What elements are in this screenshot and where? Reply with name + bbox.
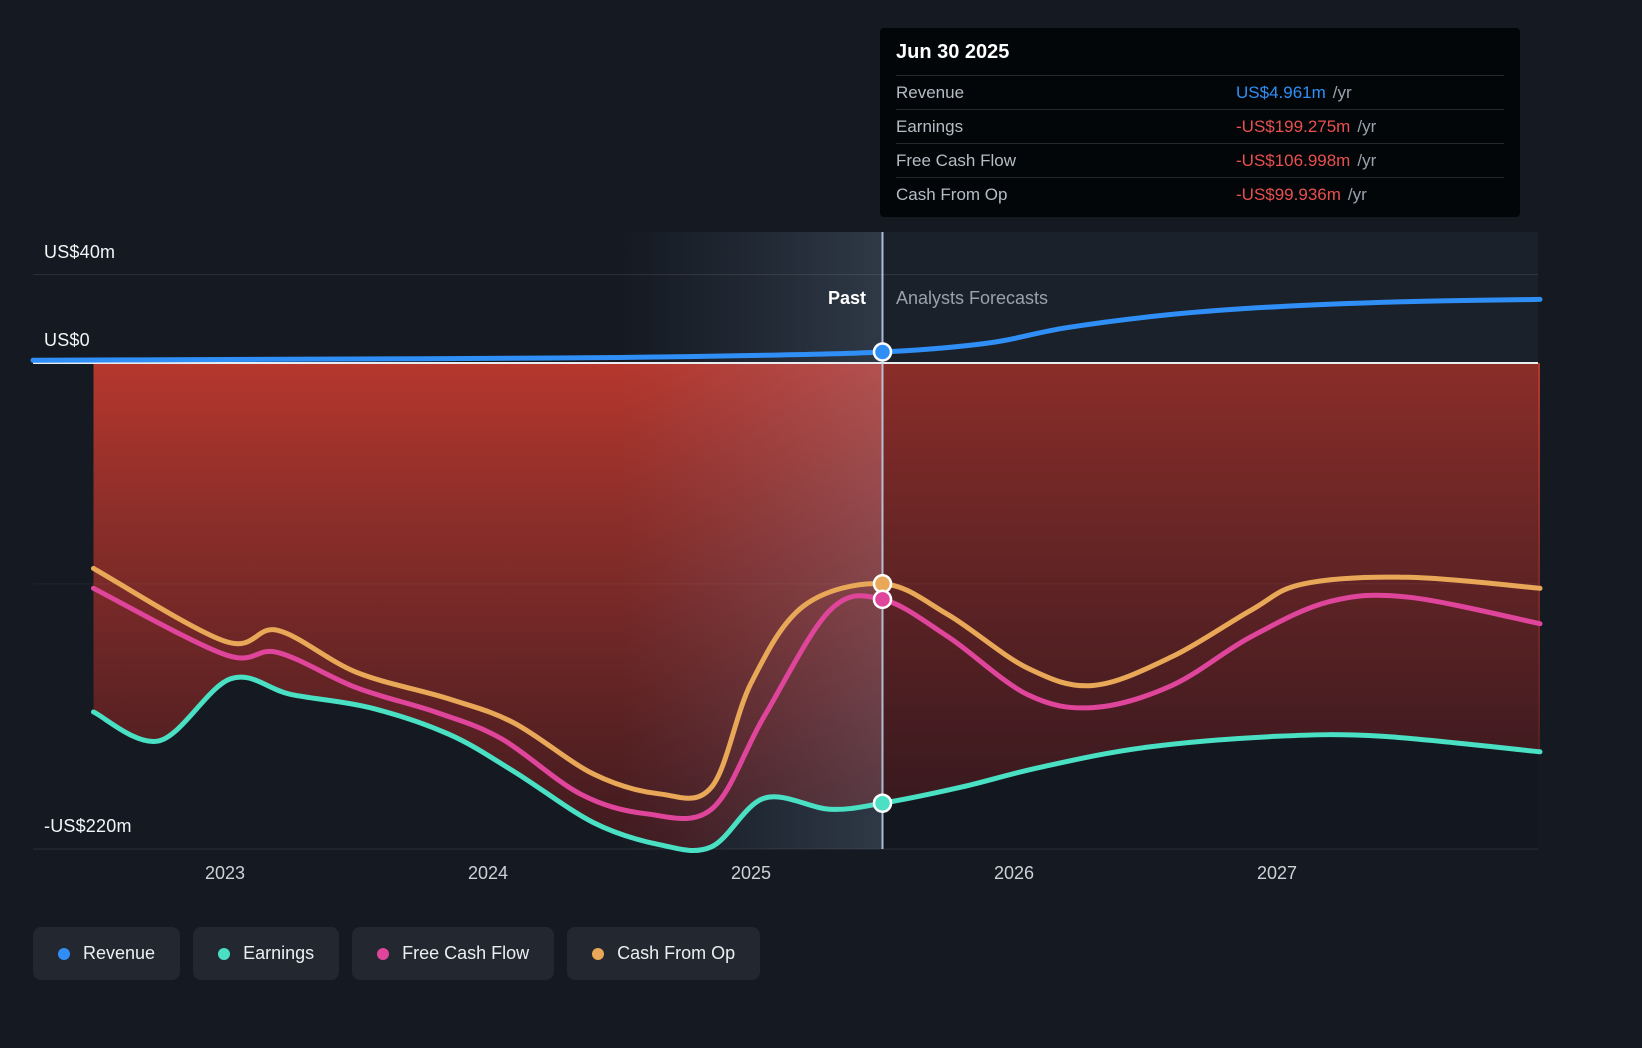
past-region-label: Past <box>827 288 866 308</box>
tooltip-unit: /yr <box>1357 116 1377 136</box>
legend-label: Earnings <box>243 943 315 963</box>
tooltip-label: Revenue <box>896 82 965 102</box>
x-axis-label-2024: 2024 <box>467 863 509 883</box>
chart-tooltip: Jun 30 2025 Revenue US$4.961m /yr Earnin… <box>880 28 1520 217</box>
series-line-cash-from-op <box>91 565 1543 801</box>
forecast-dim-overlay <box>882 364 1538 849</box>
cash-from-op-dot-icon <box>592 947 605 960</box>
series-line-free-cash-flow <box>91 585 1543 822</box>
legend-label: Cash From Op <box>617 943 736 963</box>
tooltip-label: Free Cash Flow <box>896 150 1016 170</box>
series-line-revenue <box>30 296 1543 363</box>
y-axis-label-40m: US$40m <box>44 242 116 262</box>
x-axis-label-2023: 2023 <box>204 863 246 883</box>
tooltip-value: -US$199.275m <box>1236 116 1351 136</box>
series-line-earnings <box>91 674 1543 854</box>
tooltip-label: Cash From Op <box>896 184 1008 204</box>
hover-highlight-band <box>620 232 883 849</box>
tooltip-value: -US$99.936m <box>1236 184 1341 204</box>
tooltip-value: -US$106.998m <box>1236 150 1351 170</box>
x-axis-label-2025: 2025 <box>730 863 772 883</box>
tooltip-date: Jun 30 2025 <box>896 41 1010 63</box>
tooltip-row-cash-from-op: Cash From Op -US$99.936m /yr <box>896 177 1504 211</box>
y-axis-label-neg220: -US$220m <box>44 816 132 836</box>
tooltip-unit: /yr <box>1347 184 1367 204</box>
tooltip-row-earnings: Earnings -US$199.275m /yr <box>896 109 1504 143</box>
legend-item-revenue[interactable]: Revenue <box>33 927 181 980</box>
tooltip-value: US$4.961m <box>1236 82 1326 102</box>
y-axis-label-0: US$0 <box>44 330 90 350</box>
tooltip-row-free-cash-flow: Free Cash Flow -US$106.998m /yr <box>896 143 1504 177</box>
legend-label: Free Cash Flow <box>402 943 530 963</box>
revenue-dot-icon <box>58 947 70 960</box>
chart-legend: Revenue Earnings Free Cash Flow Cash Fro… <box>33 927 761 980</box>
earnings-dot-icon <box>218 947 231 960</box>
legend-item-earnings[interactable]: Earnings <box>193 927 340 980</box>
legend-item-free-cash-flow[interactable]: Free Cash Flow <box>352 927 555 980</box>
tooltip-row-revenue: Revenue US$4.961m /yr <box>896 75 1504 109</box>
marker-free-cash-flow <box>872 589 893 610</box>
x-axis-label-2027: 2027 <box>1256 863 1298 883</box>
marker-revenue <box>872 342 893 362</box>
tooltip-unit: /yr <box>1332 82 1352 102</box>
tooltip-label: Earnings <box>896 116 964 136</box>
marker-earnings <box>872 793 893 813</box>
legend-item-cash-from-op[interactable]: Cash From Op <box>567 927 761 980</box>
legend-label: Revenue <box>83 943 156 963</box>
x-axis-label-2026: 2026 <box>993 863 1035 883</box>
tooltip-unit: /yr <box>1357 150 1377 170</box>
free-cash-flow-dot-icon <box>377 947 390 960</box>
forecast-region-label: Analysts Forecasts <box>896 288 1049 308</box>
